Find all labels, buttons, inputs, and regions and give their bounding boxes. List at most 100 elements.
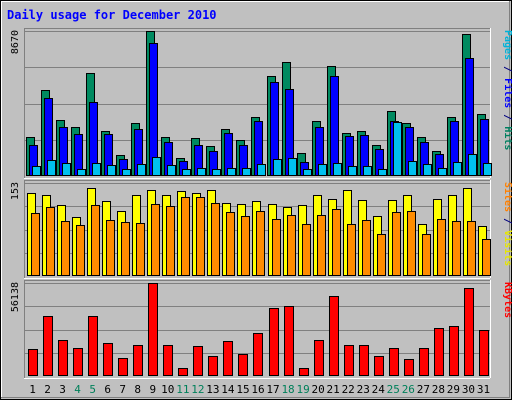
legend-entry: Files bbox=[502, 78, 512, 108]
legend-entry: / bbox=[502, 212, 512, 230]
bar-sites bbox=[482, 239, 491, 276]
bar-sites bbox=[317, 215, 326, 276]
x-tick-label: 27 bbox=[417, 383, 430, 396]
bar-kbytes bbox=[344, 345, 354, 376]
bar-pages bbox=[303, 169, 312, 176]
bar-sites bbox=[166, 206, 175, 276]
bar-files bbox=[149, 43, 158, 176]
bar-kbytes bbox=[299, 368, 309, 376]
bar-pages bbox=[438, 168, 447, 176]
bar-sites bbox=[121, 222, 130, 276]
x-tick-label: 31 bbox=[477, 383, 490, 396]
bar-kbytes bbox=[404, 359, 414, 376]
x-tick-label: 29 bbox=[447, 383, 460, 396]
bar-kbytes bbox=[88, 316, 98, 376]
bar-kbytes bbox=[208, 356, 218, 376]
legend-entry: KBytes bbox=[502, 282, 512, 318]
bar-pages bbox=[137, 164, 146, 176]
legend-entry: / bbox=[502, 108, 512, 126]
bar-sites bbox=[272, 219, 281, 276]
series-sites bbox=[31, 197, 491, 276]
x-tick-label: 8 bbox=[134, 383, 141, 396]
legend-entry: Pages bbox=[502, 30, 512, 60]
bar-pages bbox=[167, 165, 176, 176]
hits-panel: 8670 Pages / Files / Hits bbox=[10, 28, 512, 179]
bar-kbytes bbox=[374, 356, 384, 376]
x-tick-label: 24 bbox=[372, 383, 386, 396]
bar-sites bbox=[151, 204, 160, 276]
x-tick-label: 26 bbox=[402, 383, 415, 396]
bar-kbytes bbox=[28, 349, 38, 376]
bar-pages bbox=[408, 161, 417, 176]
bar-sites bbox=[31, 213, 40, 276]
bar-pages bbox=[423, 164, 432, 176]
bar-kbytes bbox=[43, 316, 53, 376]
x-tick-label: 5 bbox=[89, 383, 96, 396]
bar-kbytes bbox=[389, 348, 399, 376]
x-tick-label: 21 bbox=[327, 383, 340, 396]
y-max-label: 56138 bbox=[10, 282, 21, 312]
bar-pages bbox=[378, 169, 387, 176]
bar-kbytes bbox=[73, 348, 83, 376]
legend-entry: Sites bbox=[502, 182, 512, 212]
bar-pages bbox=[468, 154, 477, 176]
bar-kbytes bbox=[193, 346, 203, 376]
bar-sites bbox=[437, 219, 446, 276]
x-tick-label: 16 bbox=[251, 383, 264, 396]
bar-kbytes bbox=[434, 328, 444, 376]
bar-pages bbox=[107, 165, 116, 176]
bar-kbytes bbox=[223, 341, 233, 376]
series-legend-label: Pages / Files / Hits bbox=[502, 30, 512, 150]
x-tick-label: 1 bbox=[29, 383, 36, 396]
bar-sites bbox=[467, 221, 476, 276]
bar-sites bbox=[76, 225, 85, 276]
x-tick-label: 10 bbox=[161, 383, 174, 396]
bar-sites bbox=[332, 209, 341, 276]
x-tick-label: 30 bbox=[462, 383, 475, 396]
bar-kbytes bbox=[103, 343, 113, 376]
y-max-label: 8670 bbox=[10, 30, 21, 54]
bar-pages bbox=[152, 157, 161, 176]
bar-sites bbox=[181, 197, 190, 276]
bar-kbytes bbox=[178, 368, 188, 376]
x-tick-label: 17 bbox=[266, 383, 279, 396]
bar-pages bbox=[77, 169, 86, 176]
bar-kbytes bbox=[269, 308, 279, 376]
bar-sites bbox=[211, 203, 220, 276]
bar-kbytes bbox=[359, 345, 369, 376]
bar-sites bbox=[136, 223, 145, 276]
x-tick-label: 20 bbox=[312, 383, 325, 396]
x-tick-label: 28 bbox=[432, 383, 445, 396]
bar-sites bbox=[407, 211, 416, 276]
bar-sites bbox=[392, 212, 401, 276]
x-tick-label: 15 bbox=[236, 383, 249, 396]
bar-pages bbox=[212, 169, 221, 176]
series-pages bbox=[32, 122, 492, 176]
chart-title: Daily usage for December 2010 bbox=[7, 8, 217, 22]
bar-pages bbox=[227, 168, 236, 176]
x-tick-label: 4 bbox=[74, 383, 81, 396]
x-axis-labels: 1 2 3 4 5 6 7 8 9 10 11 12 13 14 15 16 17 18 19 20 21 22 23 24 2… bbox=[29, 383, 490, 396]
bar-kbytes bbox=[314, 340, 324, 376]
bar-sites bbox=[362, 220, 371, 276]
bar-kbytes bbox=[464, 288, 474, 376]
bar-sites bbox=[287, 215, 296, 276]
kbytes-panel: 56138 KBytes bbox=[10, 280, 512, 379]
series-legend-label: Sites / Visits bbox=[502, 182, 512, 266]
bar-pages bbox=[257, 164, 266, 176]
bar-kbytes bbox=[479, 330, 489, 376]
x-tick-label: 23 bbox=[357, 383, 370, 396]
bar-kbytes bbox=[118, 358, 128, 376]
chart-panels: 8670 Pages / Files / Hits 153 Sites / Visit… bbox=[10, 28, 512, 379]
bar-pages bbox=[318, 164, 327, 176]
bar-pages bbox=[32, 166, 41, 176]
series-kbytes bbox=[28, 283, 489, 376]
bar-pages bbox=[242, 168, 251, 176]
bar-kbytes bbox=[449, 326, 459, 376]
bar-pages bbox=[197, 168, 206, 176]
bar-sites bbox=[256, 211, 265, 276]
legend-entry: Visits bbox=[502, 230, 512, 266]
bar-kbytes bbox=[284, 306, 294, 376]
